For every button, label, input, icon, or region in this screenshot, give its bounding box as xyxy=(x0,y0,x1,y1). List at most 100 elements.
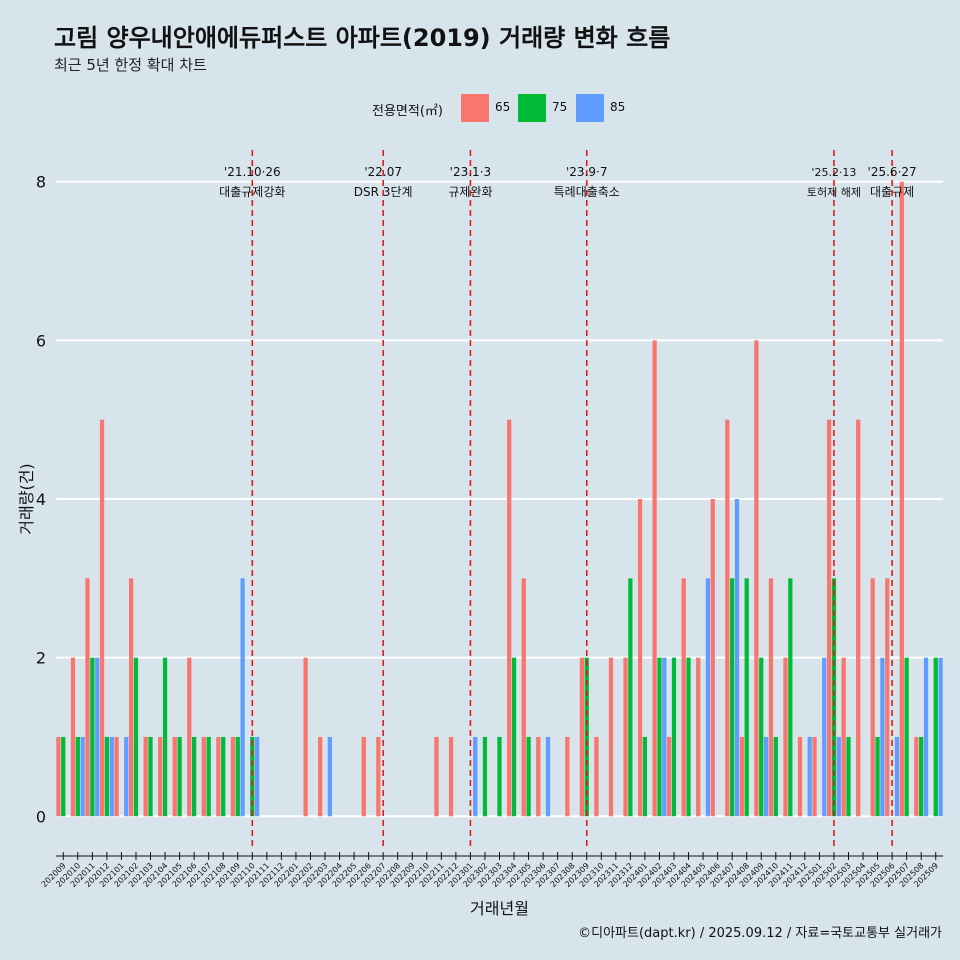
bar-65-202305 xyxy=(521,578,526,817)
bar-85-202110 xyxy=(255,736,260,817)
bar-75-202305 xyxy=(526,736,531,817)
y-tick-label: 4 xyxy=(36,490,46,509)
bar-85-202407 xyxy=(734,499,740,817)
x-axis-title: 거래년월 xyxy=(470,899,529,918)
bar-65-202010 xyxy=(70,657,76,817)
bar-65-202405 xyxy=(696,657,701,817)
annotation-date: '21.10·26 xyxy=(224,165,281,179)
bar-65-202211 xyxy=(434,736,439,817)
bar-65-202402 xyxy=(652,340,657,817)
bar-75-202107 xyxy=(206,736,211,817)
chart-title: 고림 양우내안애에듀퍼스트 아파트(2019) 거래량 변화 흐름 xyxy=(54,24,671,52)
y-tick-label: 2 xyxy=(36,649,46,668)
bar-75-202009 xyxy=(61,736,66,817)
bar-65-202212 xyxy=(448,736,454,817)
bar-65-202501 xyxy=(812,736,817,817)
annotation-label: 토허제 해제 xyxy=(807,185,861,199)
bar-65-202502 xyxy=(826,419,832,817)
bar-65-202504 xyxy=(856,419,861,817)
bar-65-202508 xyxy=(914,736,919,817)
legend-label-65: 65 xyxy=(495,100,511,114)
bar-85-202502 xyxy=(836,736,841,817)
legend-title: 전용면적(㎡) xyxy=(372,104,443,119)
bar-75-202103 xyxy=(148,736,153,817)
bar-65-202503 xyxy=(841,657,846,817)
legend: 전용면적(㎡) 65 75 85 xyxy=(0,94,960,122)
chart-subtitle: 최근 5년 한정 확대 차트 xyxy=(54,56,207,74)
bar-75-202010 xyxy=(75,736,80,817)
bar-75-202507 xyxy=(904,657,909,817)
annotation-label: 대출규제 xyxy=(870,185,914,199)
bar-65-202309 xyxy=(579,657,585,817)
legend-swatch-65 xyxy=(461,94,489,122)
y-tick-label: 8 xyxy=(36,173,46,192)
bar-85-202011 xyxy=(95,657,100,817)
bar-85-202412 xyxy=(807,736,812,817)
bar-65-202410 xyxy=(768,578,774,817)
bar-65-202401 xyxy=(637,499,643,817)
bar-65-202403 xyxy=(667,736,672,817)
legend-swatch-85 xyxy=(576,94,604,122)
bar-65-202308 xyxy=(565,736,570,817)
bar-75-202309 xyxy=(584,657,589,817)
bar-65-202101 xyxy=(114,736,119,817)
y-tick-label: 6 xyxy=(36,331,46,350)
bar-65-202408 xyxy=(739,736,744,817)
caption: ©디아파트(dapt.kr) / 2025.09.12 / 자료=국토교통부 실… xyxy=(578,926,942,941)
bar-75-202403 xyxy=(671,657,677,817)
bar-75-202404 xyxy=(686,657,691,817)
y-axis-title: 거래량(건) xyxy=(17,463,36,534)
bar-65-202012 xyxy=(99,419,105,817)
bar-85-202409 xyxy=(763,736,769,817)
annotation-label: 특례대출축소 xyxy=(554,185,620,199)
bar-85-202306 xyxy=(545,736,551,817)
bar-85-202301 xyxy=(473,736,478,817)
annotation-label: 대출규제강화 xyxy=(219,185,285,199)
bar-85-202505 xyxy=(880,657,885,817)
bar-65-202107 xyxy=(201,736,206,817)
bar-85-202012 xyxy=(109,736,114,817)
bar-65-202202 xyxy=(303,657,308,817)
bar-75-202012 xyxy=(104,736,110,817)
bar-65-202507 xyxy=(899,181,904,817)
bar-65-202404 xyxy=(681,578,686,817)
bar-75-202312 xyxy=(628,578,633,817)
bar-65-202406 xyxy=(710,499,715,817)
bar-65-202206 xyxy=(361,736,366,817)
bar-85-202508 xyxy=(923,657,929,817)
bar-75-202304 xyxy=(511,657,517,817)
bar-65-202203 xyxy=(318,736,323,817)
bar-75-202011 xyxy=(90,657,95,817)
legend-label-85: 85 xyxy=(610,100,626,114)
bar-65-202102 xyxy=(129,578,134,817)
legend-label-75: 75 xyxy=(552,100,568,114)
annotation-date: '23.1·3 xyxy=(450,165,491,179)
bar-75-202402 xyxy=(657,657,662,817)
bar-75-202104 xyxy=(162,657,168,817)
bar-65-202109 xyxy=(230,736,236,817)
annotation-label: DSR 3단계 xyxy=(354,185,413,199)
bar-75-202502 xyxy=(831,578,837,817)
bar-75-202411 xyxy=(788,578,793,817)
bar-75-202110 xyxy=(250,736,255,817)
bar-75-202303 xyxy=(497,736,502,817)
bar-85-202010 xyxy=(80,736,85,817)
bar-85-202405 xyxy=(705,578,711,817)
bar-65-202304 xyxy=(507,419,512,817)
bar-75-202409 xyxy=(759,657,764,817)
bar-85-202101 xyxy=(124,736,129,817)
bar-75-202108 xyxy=(221,736,226,817)
bar-65-202306 xyxy=(536,736,541,817)
bar-75-202408 xyxy=(744,578,749,817)
bar-65-202009 xyxy=(56,736,61,817)
bar-65-202103 xyxy=(143,736,148,817)
annotation-label: 규제완화 xyxy=(448,185,492,199)
annotation-date: '23.9·7 xyxy=(566,165,607,179)
bar-65-202011 xyxy=(85,578,90,817)
bar-75-202401 xyxy=(642,736,648,817)
bar-65-202104 xyxy=(158,736,163,817)
bar-65-202105 xyxy=(172,736,177,817)
bar-85-202402 xyxy=(662,657,667,817)
bar-75-202102 xyxy=(133,657,139,817)
